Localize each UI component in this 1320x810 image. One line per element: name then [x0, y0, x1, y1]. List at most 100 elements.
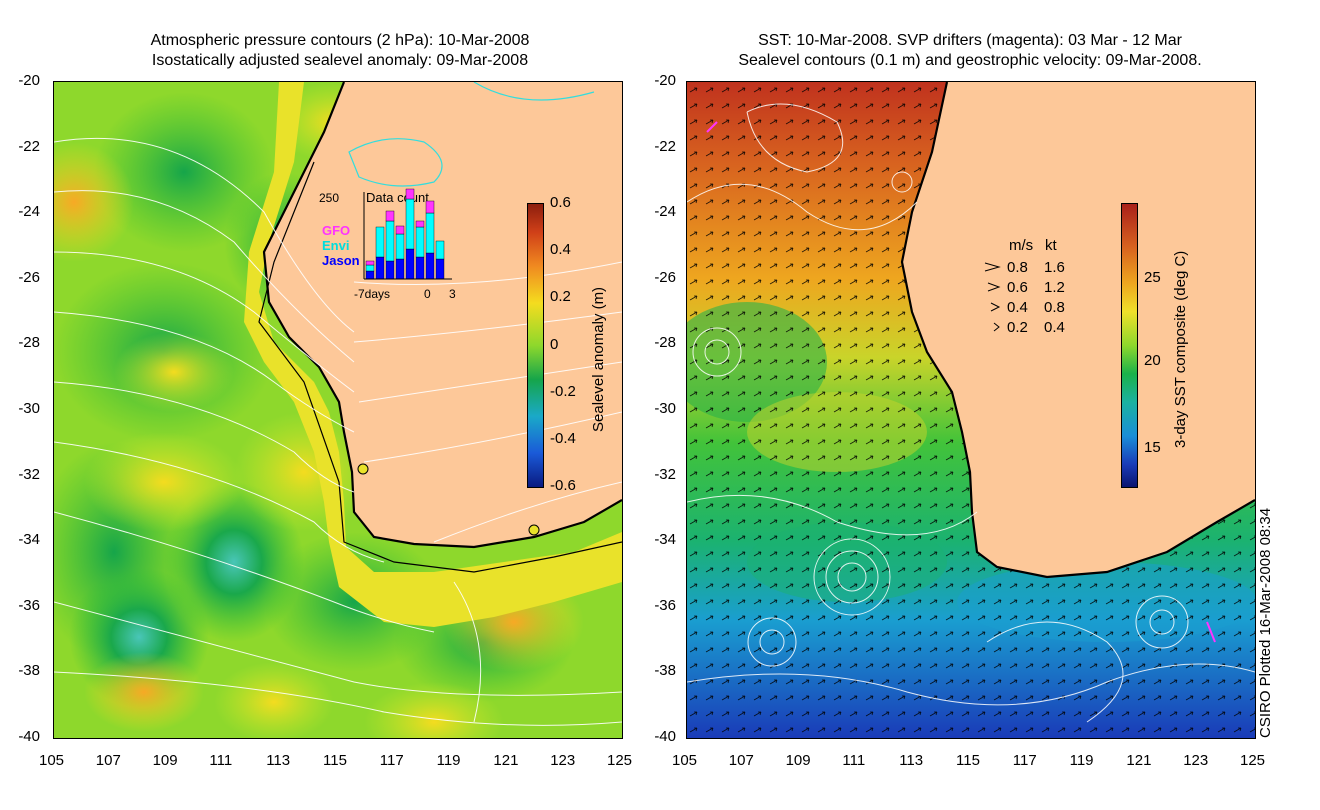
- inset-title: Data count: [366, 190, 429, 205]
- right-title: SST: 10-Mar-2008. SVP drifters (magenta)…: [660, 31, 1280, 71]
- coastline-right: [900, 82, 1255, 579]
- inset-bar: [385, 260, 395, 280]
- x-tick-label: 117: [379, 752, 404, 769]
- inset-xlabel-left: -7days: [354, 287, 390, 301]
- colorbar-tick-label: 0.4: [550, 241, 571, 259]
- colorbar-tick-label: -0.6: [550, 477, 576, 494]
- inset-bar: [435, 258, 445, 280]
- y-tick-label: -30: [654, 400, 676, 417]
- y-tick-label: -22: [654, 137, 676, 155]
- colorbar-tick-label: 25: [1144, 268, 1161, 286]
- y-tick-label: -24: [654, 203, 676, 221]
- velocity-key-kt: 0.8: [1044, 299, 1065, 316]
- velocity-key-ms: 0.2: [1007, 319, 1028, 336]
- inset-bar: [415, 256, 425, 280]
- x-tick-label: 123: [1183, 752, 1209, 769]
- x-tick-label: 111: [209, 752, 233, 769]
- velocity-key: m/s kt 0.8 1.6 0.6 1.2 0.4 0.8 0.2 0.4: [984, 237, 1065, 336]
- inset-bar: [435, 240, 445, 260]
- velocity-key-arrow: [987, 282, 1001, 292]
- inset-bar: [405, 188, 415, 200]
- sealevel-colorbar: [527, 203, 544, 488]
- velocity-key-arrow: [993, 322, 1000, 332]
- inset-xlabel-right: 3: [449, 287, 456, 301]
- colorbar-tick-label: 20: [1144, 352, 1161, 370]
- inset-bar: [415, 220, 425, 228]
- x-tick-label: 119: [1069, 752, 1094, 769]
- plotted-credit: CSIRO Plotted 16-Mar-2008 08:34: [1257, 507, 1274, 738]
- y-tick-label: -32: [18, 465, 40, 483]
- colorbar-tick-label: -0.4: [550, 429, 576, 447]
- x-tick-label: 113: [266, 752, 291, 769]
- x-tick-label: 107: [728, 752, 754, 769]
- cyan-contour: [348, 138, 443, 187]
- land-australia-right: [902, 82, 1255, 577]
- coastal-band: [244, 82, 622, 627]
- velocity-key-arrow: [990, 302, 1001, 312]
- velocity-key-arrow: [984, 262, 1001, 272]
- velocity-key-kt: 1.6: [1044, 259, 1065, 276]
- inset-bar: [365, 264, 375, 272]
- x-tick-label: 119: [436, 752, 461, 769]
- inset-bar: [425, 200, 435, 214]
- sealevel-colorbar-title: Sealevel anomaly (m): [590, 286, 607, 432]
- y-tick-label: -20: [654, 72, 676, 89]
- y-tick-label: -26: [18, 268, 40, 286]
- x-tick-label: 125: [1240, 752, 1266, 769]
- inset-bar: [385, 220, 395, 262]
- velocity-key-ms: 0.6: [1007, 279, 1028, 296]
- svp-drifter-track: [706, 121, 718, 133]
- pressure-contours: [54, 137, 622, 726]
- x-tick-label: 107: [95, 752, 121, 769]
- colorbar-tick-label: 0.2: [550, 288, 571, 306]
- right-title-line2: Sealevel contours (0.1 m) and geostrophi…: [738, 52, 1202, 69]
- left-map: 250 Data count GFO Envi Jason -7days 0 3: [53, 81, 623, 739]
- inset-bar: [395, 225, 405, 235]
- tide-gauge-marker: [357, 463, 369, 475]
- inset-xlabel-mid: 0: [424, 287, 431, 301]
- y-tick-label: -34: [654, 531, 676, 549]
- y-tick-label: -26: [654, 268, 676, 286]
- colorbar-tick-label: 0.6: [550, 194, 571, 211]
- velocity-key-kt: 0.4: [1044, 319, 1065, 336]
- y-tick-label: -40: [654, 728, 676, 745]
- inset-legend-jason: Jason: [322, 253, 360, 268]
- y-tick-label: -24: [18, 203, 40, 221]
- left-title-line2: Isostatically adjusted sealevel anomaly:…: [151, 52, 529, 69]
- x-tick-label: 121: [1126, 752, 1152, 769]
- right-map: m/s kt 0.8 1.6 0.6 1.2 0.4 0.8 0.2 0.4: [686, 81, 1256, 739]
- x-tick-label: 105: [672, 752, 698, 769]
- sst-colorbar-title: 3-day SST composite (deg C): [1172, 250, 1189, 448]
- inset-bar: [375, 226, 385, 258]
- y-tick-label: -22: [18, 137, 40, 155]
- x-tick-label: 123: [550, 752, 576, 769]
- coastline: [262, 82, 622, 549]
- inset-count-label: 250: [319, 191, 339, 205]
- y-tick-label: -28: [18, 334, 40, 352]
- x-tick-label: 115: [956, 752, 980, 769]
- y-tick-label: -28: [654, 334, 676, 352]
- right-title-line1: SST: 10-Mar-2008. SVP drifters (magenta)…: [758, 32, 1182, 49]
- x-tick-label: 105: [39, 752, 65, 769]
- inset-bar: [365, 270, 375, 280]
- y-tick-label: -30: [18, 400, 40, 417]
- x-tick-label: 109: [152, 752, 178, 769]
- inset-bar: [415, 226, 425, 258]
- tide-gauge-marker: [528, 524, 540, 536]
- y-tick-label: -38: [654, 662, 676, 680]
- left-title-line1: Atmospheric pressure contours (2 hPa): 1…: [150, 32, 530, 49]
- velocity-key-header-ms: m/s: [1009, 237, 1033, 254]
- inset-bars: [365, 188, 445, 280]
- x-tick-label: 109: [785, 752, 811, 769]
- data-count-inset: 250 Data count GFO Envi Jason -7days 0 3: [319, 188, 456, 301]
- y-tick-label: -34: [18, 531, 40, 549]
- y-tick-label: -38: [18, 662, 40, 680]
- colorbar-tick-label: 0: [550, 335, 559, 353]
- inset-bar: [375, 256, 385, 280]
- velocity-key-ms: 0.4: [1007, 299, 1028, 316]
- inset-bar: [385, 210, 395, 222]
- left-title: Atmospheric pressure contours (2 hPa): 1…: [60, 31, 620, 71]
- inset-legend-gfo: GFO: [322, 223, 350, 238]
- right-map-canvas: m/s kt 0.8 1.6 0.6 1.2 0.4 0.8 0.2 0.4: [687, 82, 1255, 738]
- y-tick-label: -20: [18, 72, 40, 89]
